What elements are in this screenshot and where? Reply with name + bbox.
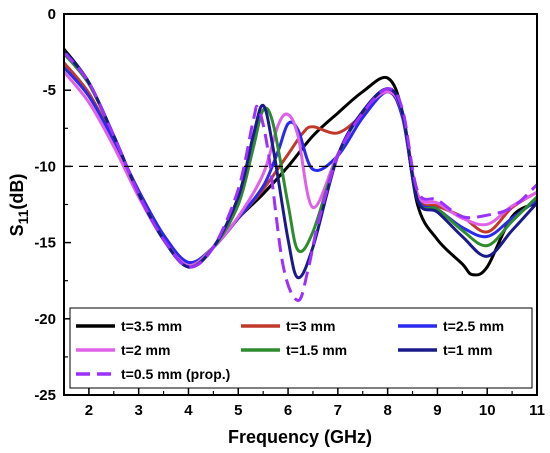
x-tick-label: 11 [529, 402, 545, 419]
series-layer [64, 47, 537, 302]
y-axis-label-sub: 11 [15, 209, 31, 224]
legend-label-4: t=2 mm [121, 342, 170, 358]
x-tick-label: 2 [85, 402, 93, 419]
legend-label-1: t=3.5 mm [121, 318, 182, 334]
x-tick-label: 9 [433, 402, 441, 419]
x-tick-label: 5 [234, 402, 242, 419]
ticks-layer: 2 3 4 5 6 7 8 9 10 11 0 -5 -10 -15 -20 -25 [34, 6, 545, 419]
series-line-5 [64, 52, 537, 269]
y-tick-label: -10 [34, 158, 56, 175]
legend-label-7: t=0.5 mm (prop.) [121, 366, 230, 382]
y-tick-label: -20 [34, 311, 56, 328]
y-axis-label-unit: (dB) [7, 174, 27, 210]
legend-label-3: t=2.5 mm [443, 318, 504, 334]
y-tick-label: 0 [48, 6, 56, 23]
y-tick-label: -5 [43, 82, 56, 99]
series-line-4 [64, 70, 537, 268]
y-tick-label: -25 [34, 387, 56, 404]
x-tick-label: 6 [284, 402, 292, 419]
series-line-6 [64, 49, 537, 280]
legend-frame [69, 307, 533, 389]
x-tick-label: 10 [479, 402, 496, 419]
y-axis-label-main: S [7, 224, 27, 236]
legend-label-6: t=1 mm [443, 342, 492, 358]
x-tick-label: 3 [135, 402, 143, 419]
legend-label-5: t=1.5 mm [286, 342, 347, 358]
x-axis-label: Frequency (GHz) [228, 427, 372, 447]
legend: t=3.5 mm t=3 mm t=2.5 mm t=2 mm t=1.5 mm t=1 … [69, 307, 533, 389]
series-line-7 [64, 51, 537, 302]
x-tick-label: 4 [184, 402, 193, 419]
y-axis-label: S11(dB) [7, 174, 31, 237]
x-tick-label: 8 [383, 402, 391, 419]
y-tick-label: -15 [34, 235, 56, 252]
x-tick-label: 7 [334, 402, 342, 419]
legend-label-2: t=3 mm [286, 318, 335, 334]
